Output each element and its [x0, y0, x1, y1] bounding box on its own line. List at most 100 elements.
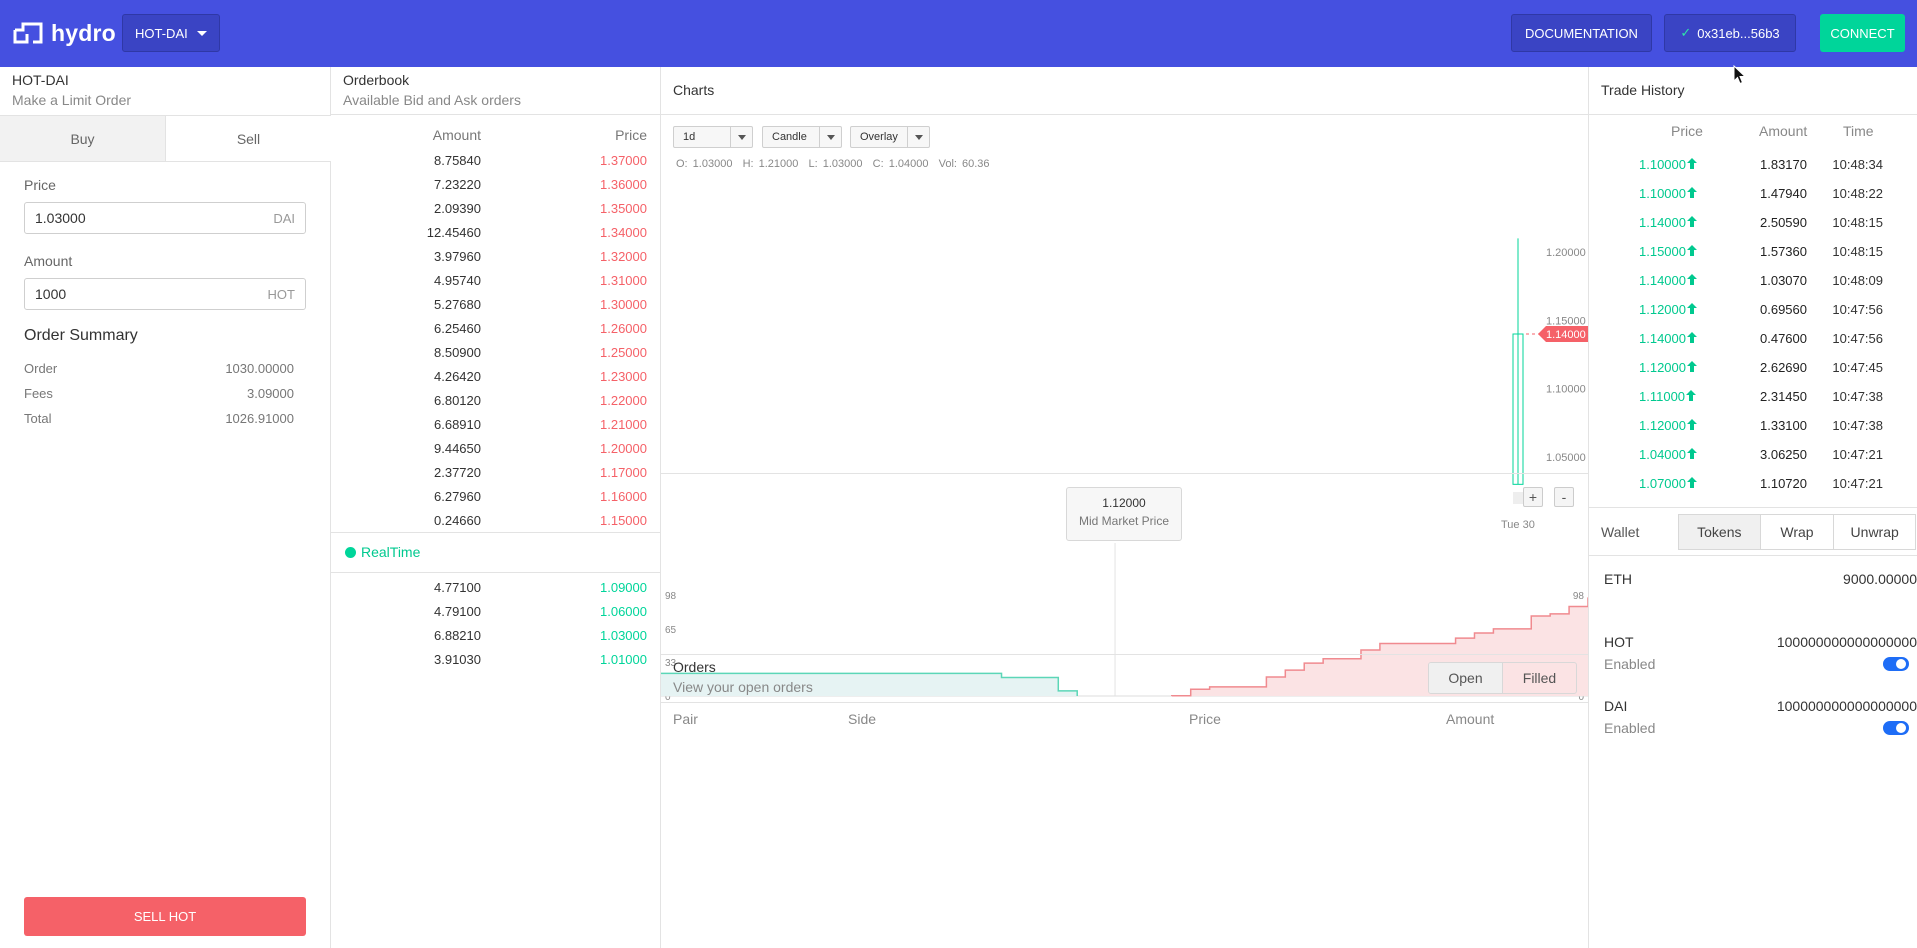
ask-price: 1.30000 — [600, 297, 647, 312]
tab-open[interactable]: Open — [1429, 663, 1503, 693]
tab-buy[interactable]: Buy — [0, 116, 166, 161]
trade-price: 1.12000 — [1639, 360, 1686, 375]
orders-title: Orders — [673, 659, 716, 675]
bid-row[interactable]: 6.88210 1.03000 — [331, 624, 661, 648]
ask-row[interactable]: 12.45460 1.34000 — [331, 221, 661, 245]
token-status-dai: Enabled — [1604, 720, 1656, 736]
tab-wrap[interactable]: Wrap — [1761, 515, 1835, 549]
last-price-label: 1.14000 — [1546, 329, 1586, 341]
ask-amount: 7.23220 — [434, 177, 481, 192]
overlay-select[interactable]: Overlay — [850, 126, 930, 148]
ask-row[interactable]: 6.80120 1.22000 — [331, 389, 661, 413]
token-balance-dai: 100000000000000000 — [1776, 698, 1917, 714]
ask-row[interactable]: 8.50900 1.25000 — [331, 341, 661, 365]
ask-price: 1.37000 — [600, 153, 647, 168]
ohlc-high: H: 1.21000 — [742, 158, 799, 170]
ask-row[interactable]: 6.25460 1.26000 — [331, 317, 661, 341]
summary-value: 1030.00000 — [225, 361, 294, 376]
trade-amount: 2.31450 — [1760, 389, 1807, 404]
ask-amount: 6.25460 — [434, 321, 481, 336]
bid-row[interactable]: 4.79100 1.06000 — [331, 600, 661, 624]
volume-bar — [1513, 492, 1523, 504]
ask-row[interactable]: 4.26420 1.23000 — [331, 365, 661, 389]
trade-price: 1.15000 — [1639, 244, 1686, 259]
trade-row: 1.12000 1.33100 10:47:38 — [1589, 412, 1917, 441]
ask-row[interactable]: 8.75840 1.37000 — [331, 149, 661, 173]
trade-amount: 2.62690 — [1760, 360, 1807, 375]
ask-row[interactable]: 3.97960 1.32000 — [331, 245, 661, 269]
summary-label: Total — [24, 411, 52, 426]
trade-price-cell: 1.15000 — [1639, 244, 1697, 259]
ask-row[interactable]: 2.09390 1.35000 — [331, 197, 661, 221]
ask-row[interactable]: 5.27680 1.30000 — [331, 293, 661, 317]
ask-row[interactable]: 2.37720 1.17000 — [331, 461, 661, 485]
trade-price: 1.12000 — [1639, 302, 1686, 317]
column-header-price: Price — [1671, 123, 1703, 139]
ask-row[interactable]: 6.68910 1.21000 — [331, 413, 661, 437]
candlestick-chart[interactable]: 1.20000 1.15000 1.10000 1.05000 1.14000 Tue 3… — [661, 162, 1588, 542]
dai-enabled-toggle[interactable] — [1883, 721, 1909, 735]
trade-price-cell: 1.14000 — [1639, 331, 1697, 346]
divider — [1589, 555, 1917, 556]
bid-price: 1.03000 — [600, 628, 647, 643]
trade-row: 1.07000 1.10720 10:47:21 — [1589, 470, 1917, 499]
connect-button[interactable]: CONNECT — [1820, 14, 1905, 52]
trade-price-cell: 1.10000 — [1639, 157, 1697, 172]
ask-row[interactable]: 0.24660 1.15000 — [331, 509, 661, 533]
trade-time: 10:47:21 — [1832, 447, 1883, 462]
bid-depth-area — [661, 673, 1078, 696]
documentation-button[interactable]: DOCUMENTATION — [1511, 14, 1652, 52]
market-selector[interactable]: HOT-DAI — [122, 14, 220, 52]
divider — [661, 114, 1588, 115]
sell-hot-button[interactable]: SELL HOT — [24, 897, 306, 936]
y-tick-label: 1.10000 — [1546, 384, 1586, 396]
tab-filled[interactable]: Filled — [1522, 670, 1557, 686]
trade-time: 10:48:34 — [1832, 157, 1883, 172]
tab-tokens[interactable]: Tokens — [1679, 515, 1761, 549]
trade-time: 10:47:45 — [1832, 360, 1883, 375]
account-address-button[interactable]: ✓ 0x31eb...56b3 — [1664, 14, 1796, 52]
interval-select[interactable]: 1d — [673, 126, 753, 148]
trade-price-cell: 1.12000 — [1639, 302, 1697, 317]
ask-row[interactable]: 6.27960 1.16000 — [331, 485, 661, 509]
chart-type-select[interactable]: Candle — [762, 126, 842, 148]
amount-input[interactable]: 1000 HOT — [24, 278, 306, 310]
price-input-value: 1.03000 — [35, 210, 86, 226]
token-status-hot: Enabled — [1604, 656, 1656, 672]
trade-price: 1.07000 — [1639, 476, 1686, 491]
ask-amount: 6.27960 — [434, 489, 481, 504]
zoom-in-button[interactable]: + — [1523, 487, 1543, 507]
ask-price: 1.25000 — [600, 345, 647, 360]
amount-unit: HOT — [267, 286, 295, 302]
bid-row[interactable]: 4.77100 1.09000 — [331, 576, 661, 600]
divider — [1589, 114, 1917, 115]
ask-row[interactable]: 9.44650 1.20000 — [331, 437, 661, 461]
price-input[interactable]: 1.03000 DAI — [24, 202, 306, 234]
column-header-amount: Amount — [432, 127, 481, 143]
arrow-up-icon — [1686, 389, 1697, 404]
trade-row: 1.12000 2.62690 10:47:45 — [1589, 354, 1917, 383]
ask-row[interactable]: 7.23220 1.36000 — [331, 173, 661, 197]
trade-row: 1.15000 1.57360 10:48:15 — [1589, 238, 1917, 267]
wallet-label: Wallet — [1601, 524, 1640, 540]
trade-form-subtitle: Make a Limit Order — [12, 92, 132, 108]
trade-price: 1.14000 — [1639, 273, 1686, 288]
ask-price: 1.20000 — [600, 441, 647, 456]
hot-enabled-toggle[interactable] — [1883, 657, 1909, 671]
bid-row[interactable]: 3.91030 1.01000 — [331, 648, 661, 672]
realtime-label: RealTime — [361, 544, 421, 560]
logo-text: hydro — [51, 19, 116, 46]
dropdown-arrow-icon — [819, 127, 841, 147]
trade-time: 10:48:09 — [1832, 273, 1883, 288]
tab-sell[interactable]: Sell — [166, 116, 331, 161]
ask-amount: 0.24660 — [434, 513, 481, 528]
bid-amount: 4.79100 — [434, 604, 481, 619]
ask-price: 1.15000 — [600, 513, 647, 528]
trade-price: 1.10000 — [1639, 157, 1686, 172]
zoom-out-button[interactable]: - — [1554, 487, 1574, 507]
price-label: Price — [24, 177, 56, 193]
hydro-logo[interactable]: hydro — [13, 18, 116, 48]
tab-unwrap[interactable]: Unwrap — [1834, 515, 1916, 549]
ask-row[interactable]: 4.95740 1.31000 — [331, 269, 661, 293]
ask-amount: 12.45460 — [426, 225, 481, 240]
